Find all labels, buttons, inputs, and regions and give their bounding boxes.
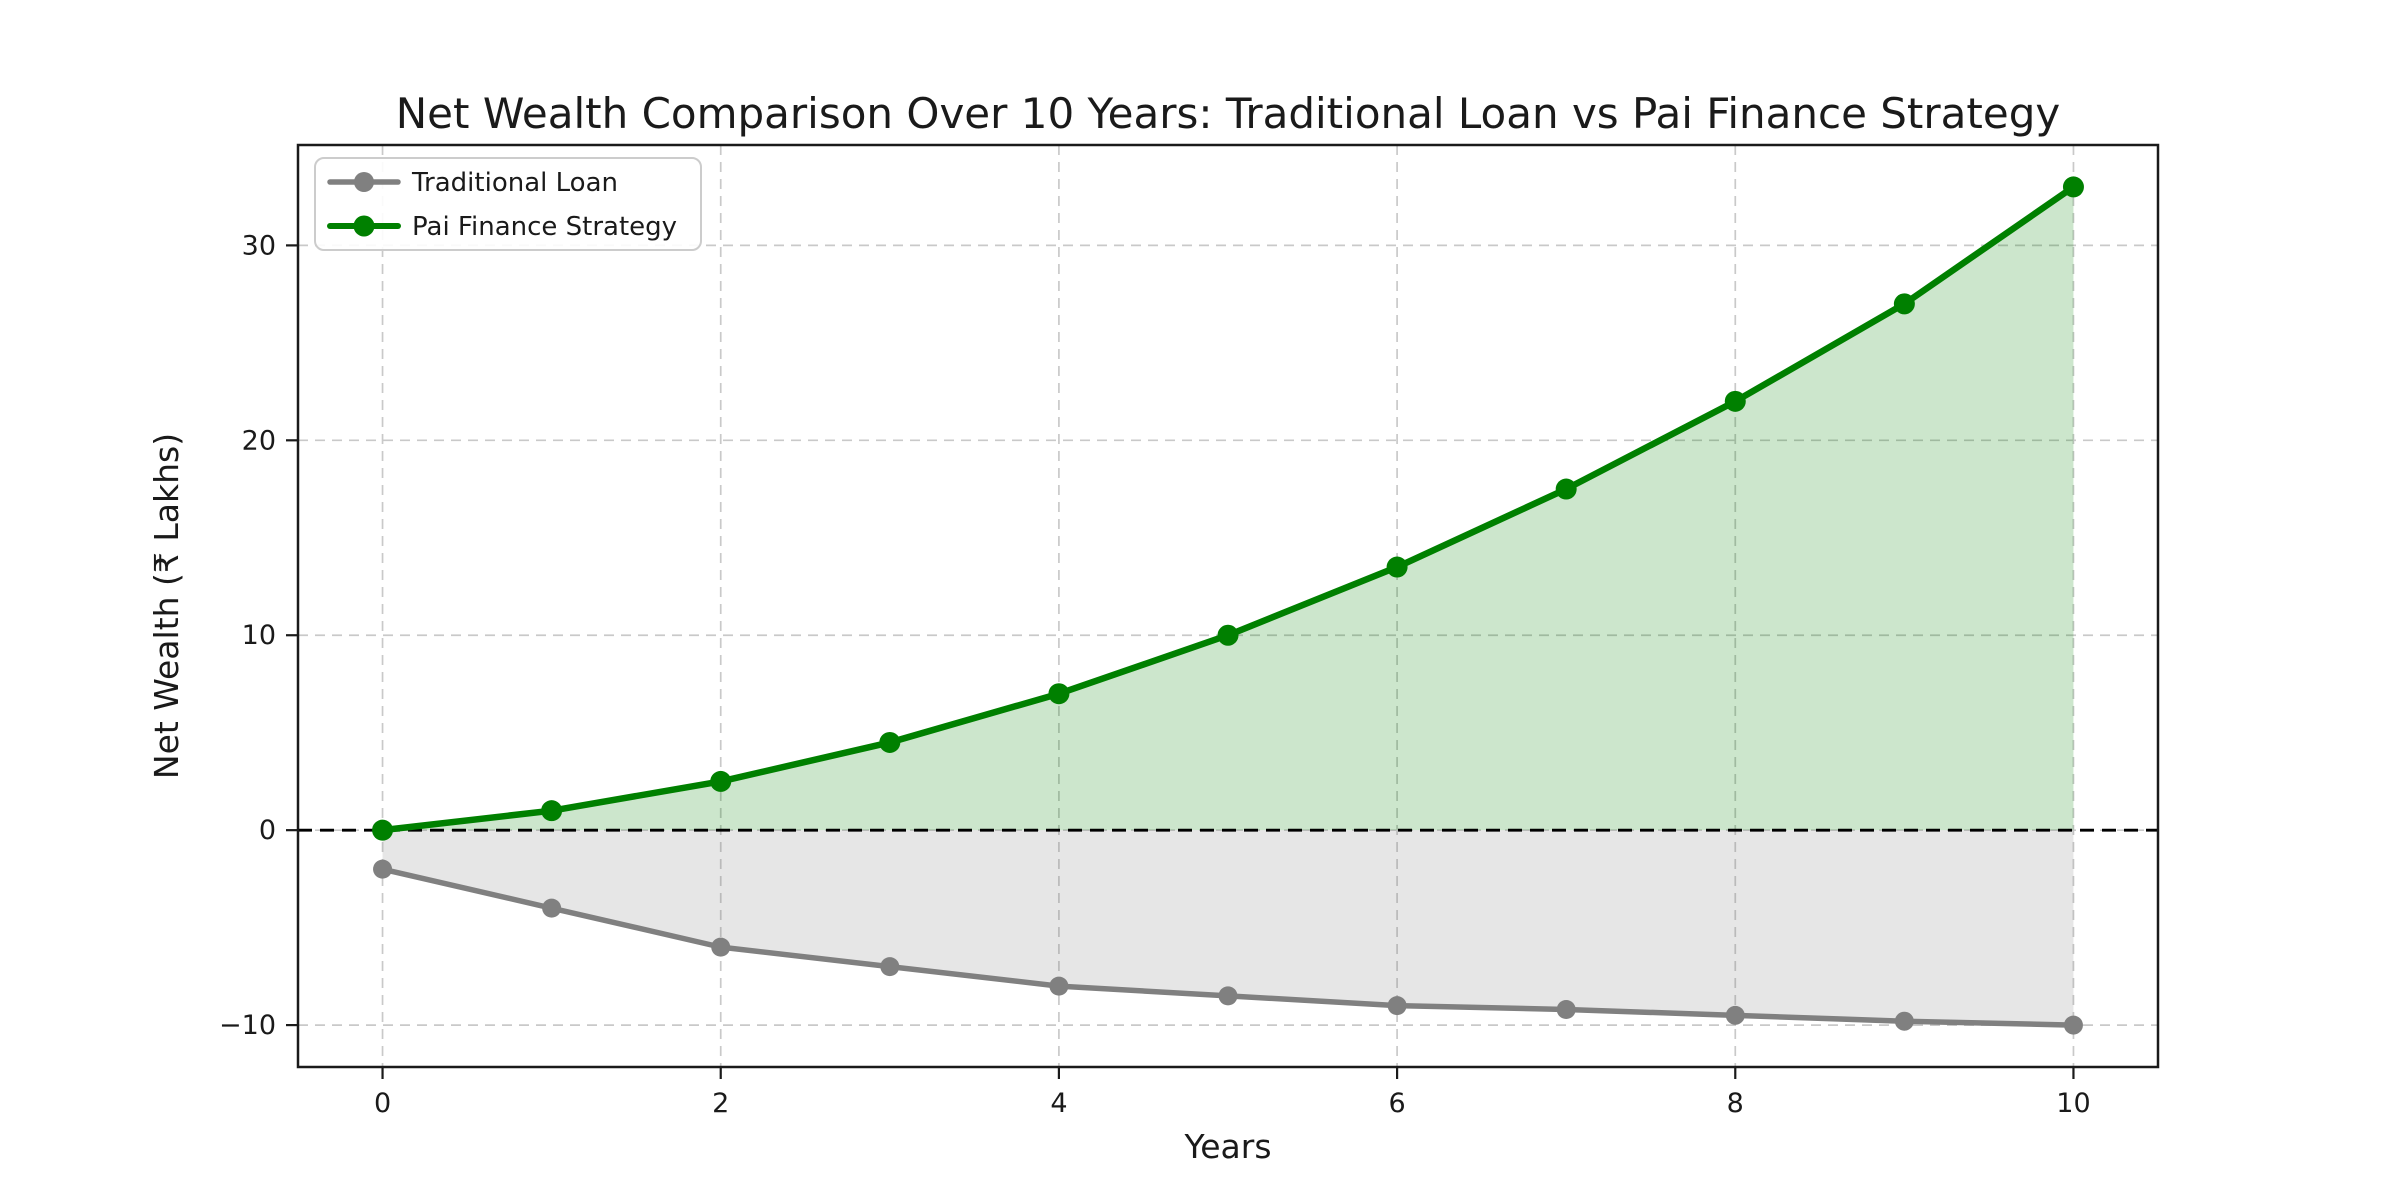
data-point-traditional-loan — [880, 957, 900, 977]
data-point-pai-finance-strategy — [879, 731, 901, 753]
data-point-traditional-loan — [1894, 1011, 1914, 1031]
y-tick-label: 10 — [242, 620, 276, 651]
legend-entry-pai-finance-strategy: Pai Finance Strategy — [327, 212, 677, 242]
legend-marker — [354, 172, 374, 192]
data-point-pai-finance-strategy — [1893, 293, 1915, 315]
data-point-pai-finance-strategy — [2062, 176, 2084, 198]
x-tick-label: 4 — [1050, 1088, 1067, 1119]
legend: Traditional Loan Pai Finance Strategy — [314, 157, 702, 251]
data-point-traditional-loan — [1556, 999, 1576, 1019]
x-tick-label: 0 — [374, 1088, 391, 1119]
data-point-pai-finance-strategy — [1724, 390, 1746, 412]
data-point-traditional-loan — [542, 898, 562, 918]
data-point-pai-finance-strategy — [541, 800, 563, 822]
plot-border — [296, 143, 2160, 1069]
x-tick-label: 8 — [1727, 1088, 1744, 1119]
y-tick-label: −10 — [219, 1010, 276, 1041]
area-fill-traditional-loan — [382, 830, 2074, 1026]
chart-title: Net Wealth Comparison Over 10 Years: Tra… — [396, 89, 2060, 138]
data-point-traditional-loan — [1218, 986, 1238, 1006]
x-tick-label: 2 — [712, 1088, 729, 1119]
data-point-traditional-loan — [1049, 976, 1069, 996]
legend-box — [314, 157, 702, 251]
y-tick-label: 30 — [242, 230, 276, 261]
tick-labels: 0 2 4 6 8 10 −10 0 10 20 30 — [219, 230, 2091, 1119]
y-tick-label: 20 — [242, 425, 276, 456]
data-point-pai-finance-strategy — [710, 770, 732, 792]
area-fill-pai-finance-strategy — [382, 186, 2074, 831]
area-fills — [382, 186, 2074, 1026]
y-axis-label: Net Wealth (₹ Lakhs) — [147, 433, 186, 779]
data-point-traditional-loan — [1725, 1005, 1745, 1025]
x-tick-label: 6 — [1388, 1088, 1405, 1119]
legend-entry-traditional-loan: Traditional Loan — [327, 168, 618, 198]
data-point-traditional-loan — [373, 859, 393, 879]
x-tick-label: 10 — [2056, 1088, 2090, 1119]
data-point-pai-finance-strategy — [372, 819, 394, 841]
x-axis-label: Years — [1183, 1127, 1271, 1166]
y-tick-label: 0 — [259, 815, 276, 846]
legend-label: Traditional Loan — [411, 168, 618, 198]
data-point-pai-finance-strategy — [1555, 478, 1577, 500]
data-point-traditional-loan — [1387, 996, 1407, 1016]
data-point-pai-finance-strategy — [1217, 624, 1239, 646]
data-point-pai-finance-strategy — [1048, 683, 1070, 705]
data-point-pai-finance-strategy — [1386, 556, 1408, 578]
data-point-traditional-loan — [711, 937, 731, 957]
legend-marker — [353, 215, 375, 237]
data-point-traditional-loan — [2063, 1015, 2083, 1035]
data-series — [372, 176, 2084, 1035]
axis-ticks — [286, 244, 2075, 1079]
legend-label: Pai Finance Strategy — [412, 212, 677, 242]
